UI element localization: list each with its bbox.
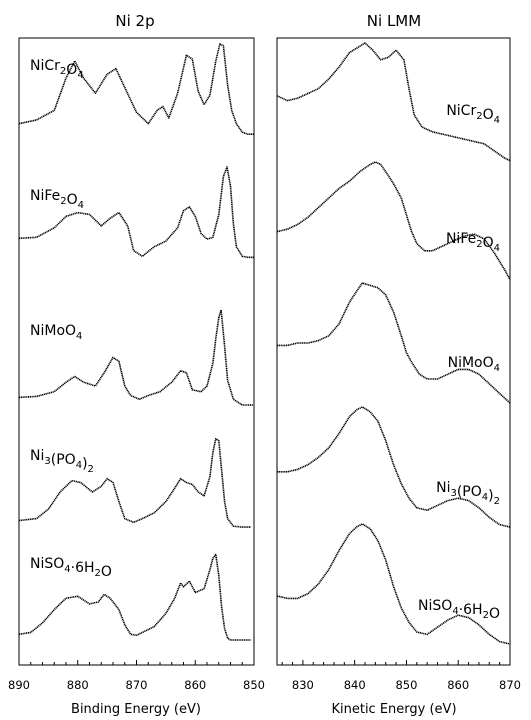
x-tick-label: 870 (126, 678, 148, 692)
sample-label-nilmm-4: Ni3(PO4)2 (436, 480, 500, 507)
trace-ni2p-3 (18, 309, 254, 406)
sample-label-nilmm-5: NiSO4·6H2O (418, 598, 500, 622)
sample-label-ni2p-5: NiSO4·6H2O (30, 556, 112, 580)
sample-label-nilmm-2: NiFe2O4 (446, 231, 500, 254)
trace-nilmm-2 (276, 161, 511, 280)
x-tick-label: 840 (344, 678, 366, 692)
x-tick-label: 890 (8, 678, 30, 692)
nilmm-traces (276, 42, 511, 645)
x-axis-label-binding-energy: Binding Energy (eV) (71, 702, 201, 717)
ni2p-traces (18, 43, 254, 641)
x-tick-label: 880 (67, 678, 89, 692)
sample-label-ni2p-1: NiCr2O4 (30, 58, 84, 81)
sample-label-ni2p-3: NiMoO4 (30, 323, 82, 342)
ni2p-x-ticks: 890 880 870 860 850 (8, 660, 265, 692)
x-tick-label: 860 (184, 678, 206, 692)
x-tick-label: 830 (292, 678, 314, 692)
trace-nilmm-3 (277, 282, 511, 404)
sample-label-nilmm-1: NiCr2O4 (446, 103, 500, 126)
sample-label-ni2p-2: NiFe2O4 (30, 188, 84, 211)
trace-ni2p-1 (18, 43, 254, 135)
plot-frame-right (276, 37, 511, 666)
x-tick-label: 850 (395, 678, 417, 692)
x-tick-label: 860 (447, 678, 469, 692)
x-tick-label: 850 (243, 678, 265, 692)
trace-ni2p-4 (18, 437, 252, 528)
trace-ni2p-5 (18, 553, 252, 641)
nilmm-sample-labels: NiCr2O4 NiFe2O4 NiMoO4 Ni3(PO4)2 NiSO4·6H2O (418, 103, 500, 622)
trace-nilmm-1 (276, 42, 511, 162)
ni2p-sample-labels: NiCr2O4 NiFe2O4 NiMoO4 Ni3(PO4)2 NiSO4·6H2O (30, 58, 112, 580)
trace-nilmm-4 (277, 406, 511, 528)
x-axis-label-kinetic-energy: Kinetic Energy (eV) (331, 702, 456, 717)
panel-title-nilmm: Ni LMM (367, 12, 421, 30)
nilmm-x-ticks: 830 840 850 860 870 (281, 660, 521, 692)
trace-ni2p-2 (18, 166, 254, 259)
x-tick-label: 870 (499, 678, 521, 692)
trace-nilmm-5 (276, 523, 511, 645)
sample-label-nilmm-3: NiMoO4 (448, 355, 500, 374)
panel-title-ni2p: Ni 2p (115, 12, 154, 30)
sample-label-ni2p-4: Ni3(PO4)2 (30, 448, 94, 475)
